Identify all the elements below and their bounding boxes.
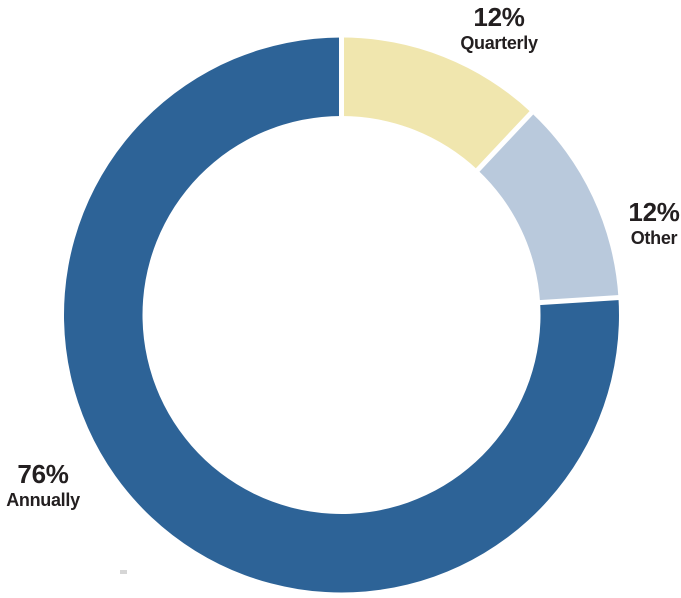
label-annually: 76% Annually [3,459,83,511]
label-other: 12% Other [616,197,681,249]
stray-mark [120,570,127,574]
donut-segment-other [477,112,619,303]
other-percentage: 12% [628,197,680,227]
other-name: Other [630,228,678,248]
segment-separator [536,294,622,306]
donut-segment-quarterly [341,37,532,170]
quarterly-name: Quarterly [460,33,538,53]
quarterly-percentage: 12% [473,2,525,32]
annually-percentage: 76% [17,459,69,489]
label-quarterly: 12% Quarterly [459,2,539,54]
segment-separator [473,108,536,174]
annually-name: Annually [6,490,80,510]
